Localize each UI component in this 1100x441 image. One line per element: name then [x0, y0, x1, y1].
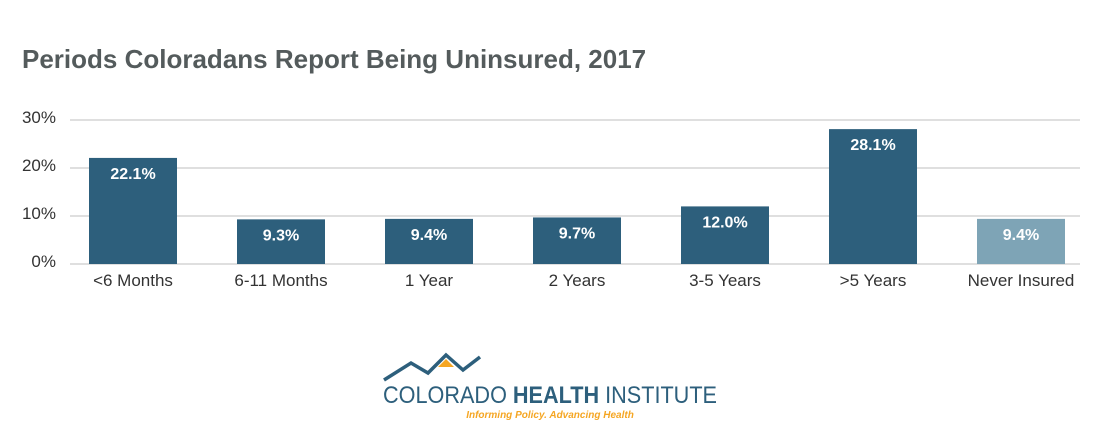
mountain-icon [383, 352, 482, 382]
logo-name-end: INSTITUTE [605, 382, 717, 409]
bar [681, 206, 769, 264]
y-tick-label: 20% [22, 156, 56, 175]
logo-name-bold: HEALTH [513, 382, 599, 409]
logo-tagline: Informing Policy. Advancing Health [466, 410, 634, 421]
bar [385, 218, 473, 264]
y-tick-label: 10% [22, 204, 56, 223]
x-tick-label: <6 Months [93, 271, 173, 290]
data-label: 9.4% [1003, 227, 1039, 244]
y-tick-label: 30% [22, 108, 56, 127]
data-label: 22.1% [110, 166, 155, 183]
y-tick-label: 0% [31, 252, 56, 271]
bar [829, 129, 917, 264]
data-label: 9.7% [559, 225, 595, 242]
data-label: 9.4% [411, 227, 447, 244]
svg-text:COLORADO HEALTH INSTITUTE: COLORADO HEALTH INSTITUTE [383, 382, 717, 409]
x-tick-label: 6-11 Months [234, 271, 327, 290]
data-label: 9.3% [263, 227, 299, 244]
x-tick-label: 3-5 Years [689, 271, 761, 290]
chart-title: Periods Coloradans Report Being Uninsure… [22, 44, 647, 74]
x-tick-label: Never Insured [968, 271, 1075, 290]
logo-name: COLORADO [383, 382, 507, 409]
x-tick-label: 1 Year [405, 271, 454, 290]
x-tick-label: >5 Years [840, 271, 907, 290]
x-tick-label: 2 Years [549, 271, 606, 290]
data-label: 28.1% [850, 137, 895, 154]
bar [533, 217, 621, 264]
data-label: 12.0% [702, 214, 747, 231]
bar [977, 218, 1065, 264]
bar [89, 157, 177, 264]
bar [237, 219, 325, 264]
